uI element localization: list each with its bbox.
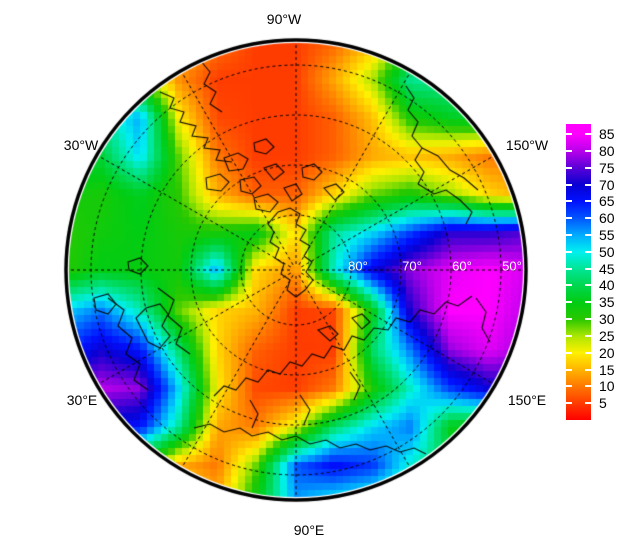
colorbar-tick xyxy=(585,368,591,371)
colorbar-tick xyxy=(566,284,572,287)
colorbar-tick xyxy=(566,183,572,186)
colorbar-tick xyxy=(585,351,591,354)
colorbar-tick xyxy=(566,149,572,152)
colorbar-tick xyxy=(566,200,572,203)
colorbar-tick xyxy=(585,402,591,405)
colorbar-tick xyxy=(585,166,591,169)
colorbar-tick xyxy=(585,284,591,287)
colorbar-tick xyxy=(566,402,572,405)
colorbar-tick xyxy=(585,318,591,321)
colorbar-tick xyxy=(585,200,591,203)
colorbar-tick xyxy=(566,217,572,220)
colorbar-tick xyxy=(566,166,572,169)
colorbar-tick xyxy=(566,267,572,270)
colorbar-tick xyxy=(585,234,591,236)
colorbar-tick xyxy=(566,301,572,304)
colorbar xyxy=(566,124,591,420)
colorbar-tick xyxy=(585,183,591,186)
colorbar-tick xyxy=(585,301,591,304)
colorbar-tick xyxy=(585,133,591,136)
colorbar-tick xyxy=(566,250,572,253)
colorbar-tick xyxy=(585,217,591,220)
colorbar-tick xyxy=(585,334,591,337)
colorbar-tick xyxy=(566,318,572,321)
colorbar-tick xyxy=(566,368,572,371)
colorbar-tick xyxy=(566,133,572,136)
colorbar-tick xyxy=(566,334,572,337)
colorbar-tick xyxy=(585,149,591,152)
colorbar-tick xyxy=(585,385,591,388)
colorbar-tick xyxy=(566,351,572,354)
colorbar-tick xyxy=(566,234,572,236)
colorbar-tick xyxy=(585,267,591,270)
colorbar-gradient xyxy=(566,124,591,420)
colorbar-tick xyxy=(566,385,572,388)
colorbar-tick xyxy=(585,250,591,253)
